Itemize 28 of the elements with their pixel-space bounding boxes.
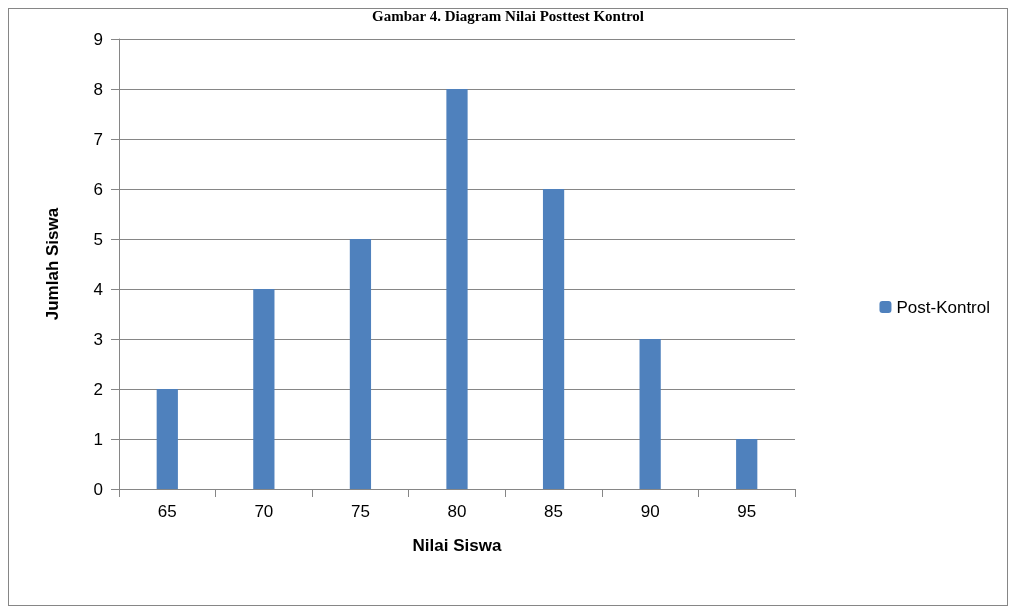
x-tick-label: 85: [544, 502, 564, 521]
y-tick-label: 5: [93, 229, 103, 249]
x-tick-label: 65: [157, 502, 177, 521]
x-tick-label: 70: [254, 502, 274, 521]
chart-title: Gambar 4. Diagram Nilai Posttest Kontrol: [372, 7, 644, 24]
bar: [736, 439, 758, 489]
bar: [156, 389, 178, 489]
x-tick-label: 80: [447, 502, 467, 521]
y-axis-title: Jumlah Siswa: [43, 207, 62, 321]
y-tick-label: 2: [93, 379, 103, 399]
x-tick-label: 75: [350, 502, 370, 521]
bar: [639, 339, 661, 489]
y-tick-label: 8: [93, 79, 103, 99]
x-axis-title: Nilai Siswa: [412, 536, 502, 555]
y-tick-label: 3: [93, 329, 103, 349]
bar: [446, 89, 468, 489]
bar: [349, 239, 372, 489]
legend-label: Post-Kontrol: [896, 297, 991, 317]
x-tick-label: 90: [640, 502, 660, 521]
x-tick-label: 95: [737, 502, 757, 521]
bar: [253, 289, 275, 489]
y-tick-label: 6: [93, 179, 103, 199]
y-tick-label: 9: [93, 29, 103, 49]
y-tick-label: 4: [93, 279, 103, 299]
bar: [542, 189, 565, 489]
y-tick-label: 1: [93, 429, 103, 449]
y-tick-label: 7: [93, 129, 103, 149]
y-tick-label: 0: [93, 479, 103, 499]
